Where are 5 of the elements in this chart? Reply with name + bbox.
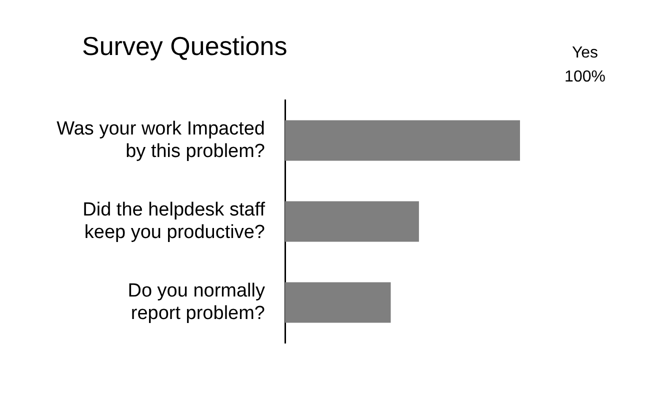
y-tick-label: Did the helpdesk staff keep you productive? xyxy=(82,199,266,244)
y-tick-label: Was your work Impacted by this problem? xyxy=(56,118,265,162)
text: Yes 100% xyxy=(564,44,606,86)
y-tick-label: Do you normally report problem? xyxy=(128,280,266,324)
chart-title: Survey Questions xyxy=(82,31,288,62)
